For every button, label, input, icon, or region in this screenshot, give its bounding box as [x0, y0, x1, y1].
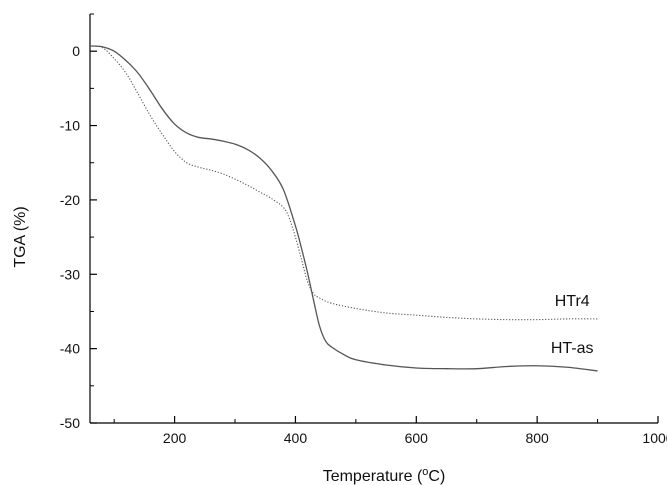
series-label-htr4: HTr4: [555, 293, 590, 310]
x-axis-title-unit: C): [428, 468, 445, 485]
series-line-ht-as: [89, 45, 598, 372]
x-tick-label: 200: [163, 430, 187, 446]
label-layer: HTr4 HT-as: [551, 293, 594, 357]
x-tick-label: 800: [525, 430, 549, 446]
y-tick-label: -50: [60, 415, 80, 431]
x-tick-label: 600: [405, 430, 429, 446]
series-layer: [89, 45, 598, 372]
x-tick-label: 400: [284, 430, 308, 446]
y-axis-title: TGA (%): [12, 206, 29, 267]
y-tick-label: -10: [60, 118, 80, 134]
y-tick-label: -40: [60, 341, 80, 357]
x-axis-title: Temperature (oC): [323, 466, 446, 485]
series-label-ht-as: HT-as: [551, 340, 594, 357]
y-tick-label: -30: [60, 266, 80, 282]
series-line-htr4: [89, 45, 598, 321]
y-tick-label: -20: [60, 192, 80, 208]
x-axis-title-main: Temperature (: [323, 468, 423, 485]
x-axis-title-degree: o: [422, 466, 428, 478]
y-tick-label: 0: [72, 43, 80, 59]
